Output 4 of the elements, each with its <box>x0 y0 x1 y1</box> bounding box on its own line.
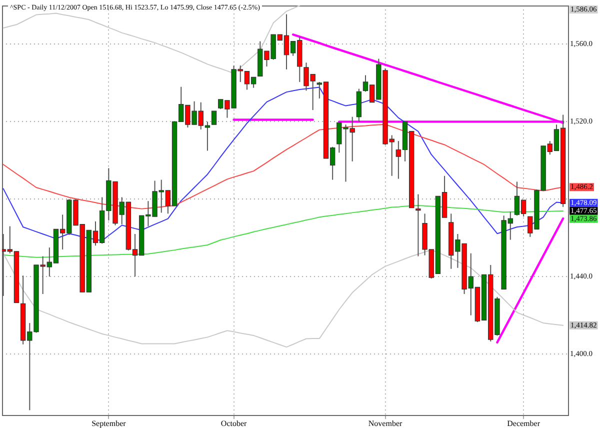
x-tick-label: November <box>368 418 402 428</box>
x-tick-label: December <box>507 418 540 428</box>
x-tick-label: October <box>220 418 248 428</box>
x-tick-label: September <box>92 418 126 428</box>
